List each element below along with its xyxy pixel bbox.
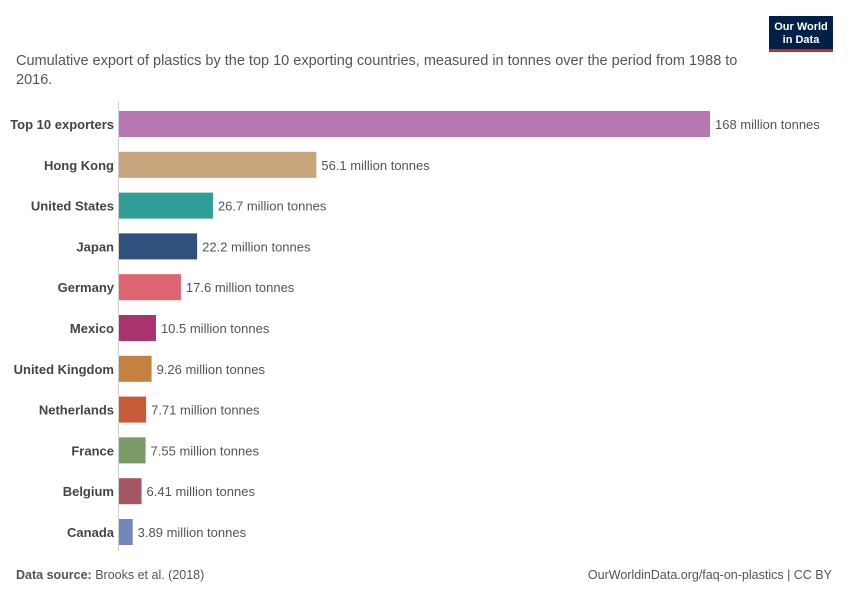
logo-text-line2: in Data [782,34,820,46]
category-label: Germany [58,280,115,295]
value-label: 6.41 million tonnes [147,484,256,499]
value-label: 10.5 million tonnes [161,321,270,336]
bar[interactable] [119,233,198,260]
category-label: Hong Kong [44,158,114,173]
bar[interactable] [119,437,146,464]
bar[interactable] [119,478,142,505]
footer-link[interactable]: OurWorldinData.org/faq-on-plastics | CC … [587,568,832,582]
category-label: Belgium [63,484,114,499]
value-label: 168 million tonnes [715,117,820,132]
category-label: Japan [76,239,114,254]
bar[interactable] [119,192,213,219]
value-label: 3.89 million tonnes [138,525,247,540]
data-source-label: Data source: [16,568,92,582]
chart-subtitle: Cumulative export of plastics by the top… [16,53,738,88]
value-label: 26.7 million tonnes [218,199,327,214]
bar[interactable] [119,111,710,137]
value-label: 17.6 million tonnes [186,280,295,295]
category-label: Canada [67,525,115,540]
bar[interactable] [119,315,156,341]
category-label: Top 10 exporters [10,117,114,132]
data-source-value[interactable]: Brooks et al. (2018) [95,568,205,582]
bar[interactable] [119,519,133,545]
value-label: 7.55 million tonnes [151,443,260,458]
category-label: United States [31,199,114,214]
category-label: France [71,443,114,458]
bar[interactable] [119,274,181,301]
value-label: 56.1 million tonnes [321,158,430,173]
value-label: 9.26 million tonnes [157,362,266,377]
value-label: 22.2 million tonnes [202,239,311,254]
owid-logo[interactable]: Our World in Data [769,16,833,52]
value-label: 7.71 million tonnes [151,403,260,418]
category-label: Mexico [70,321,114,336]
bar[interactable] [119,396,147,423]
category-label: United Kingdom [14,362,114,377]
logo-text-line1: Our World [774,21,828,33]
bar[interactable] [119,151,317,178]
data-source: Data source: Brooks et al. (2018) [16,568,204,582]
category-label: Netherlands [39,403,114,418]
bar[interactable] [119,355,152,382]
